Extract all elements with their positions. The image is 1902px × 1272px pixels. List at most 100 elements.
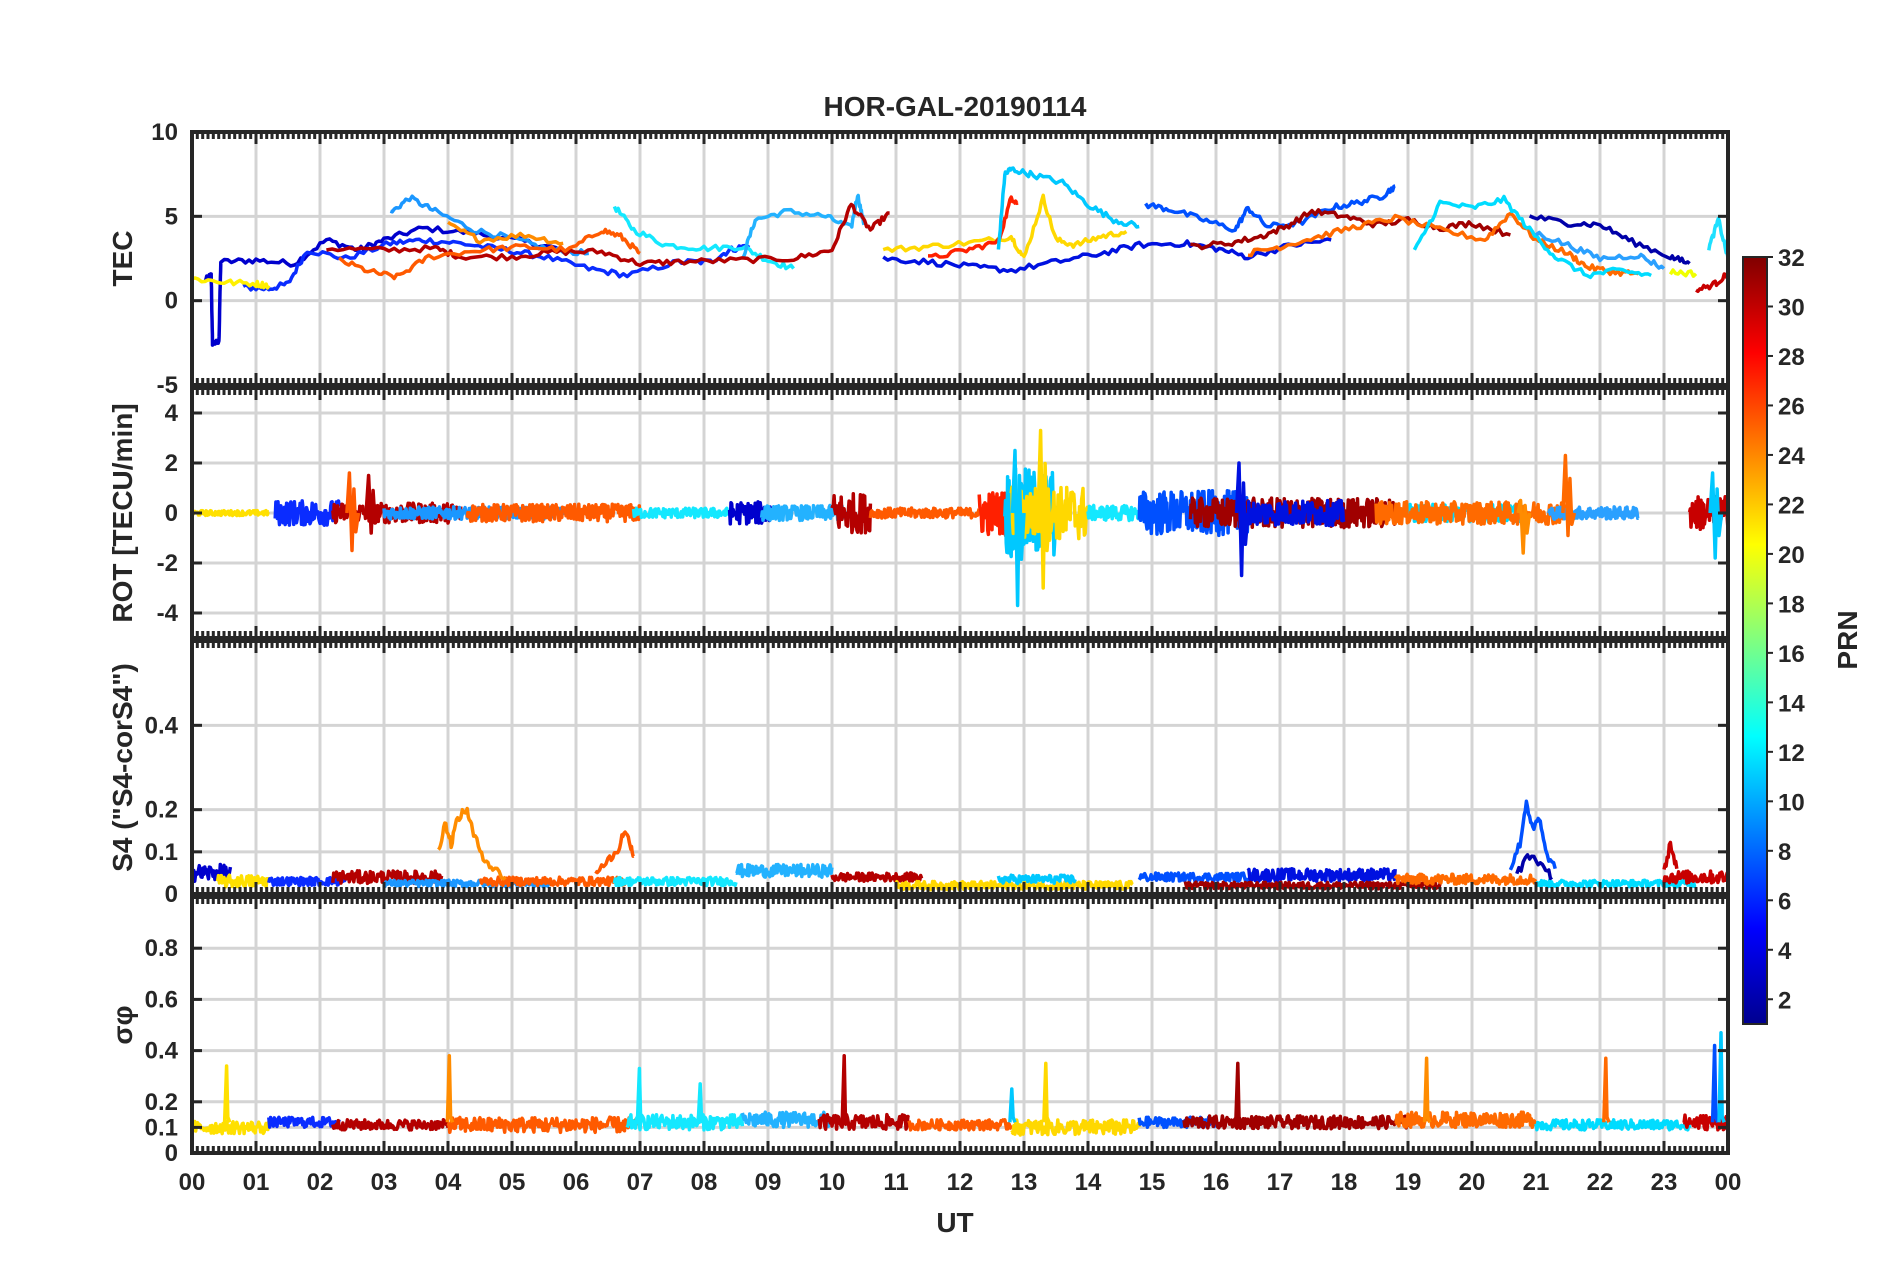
panel-s4-x-ticks bbox=[190, 641, 1730, 894]
panel-rot: -4 -2 0 2 4 ROT [TECU/min] bbox=[107, 386, 1730, 640]
colorbar-tick-label: 14 bbox=[1778, 690, 1805, 717]
panel-sigma_phi-x-ticks bbox=[190, 897, 1730, 1153]
panel-tec-y-label: TEC bbox=[107, 231, 138, 287]
rot-spike bbox=[1010, 448, 1026, 608]
x-tick-label: 10 bbox=[819, 1169, 846, 1196]
x-tick-label: 22 bbox=[1587, 1169, 1614, 1196]
colorbar-tick-label: 10 bbox=[1778, 789, 1805, 816]
rot-spike bbox=[1561, 453, 1577, 538]
panel-sigma_phi-axes: 00.10.2 0.4 0.6 0.8 σφ bbox=[107, 895, 1730, 1167]
x-tick-label: 23 bbox=[1651, 1169, 1678, 1196]
sigma-phi-spike bbox=[222, 1064, 232, 1123]
y-tick-label: 0.6 bbox=[145, 986, 178, 1013]
rot-series-prn-25 bbox=[868, 506, 981, 520]
y-tick-label: 0.1 bbox=[145, 839, 178, 866]
sigma-phi-spike bbox=[1008, 1087, 1017, 1123]
y-tick-label: -2 bbox=[157, 550, 178, 577]
tec-series-prn-23 bbox=[447, 220, 564, 246]
panel-s4-y-label: S4 ("S4-corS4") bbox=[107, 663, 138, 872]
tec-series-prn-13 bbox=[1707, 216, 1728, 259]
rot-spike bbox=[345, 471, 361, 553]
rot-series-prn-9 bbox=[759, 503, 847, 523]
x-tick-label: 17 bbox=[1267, 1169, 1294, 1196]
x-axis-label: UT bbox=[936, 1207, 973, 1238]
tec-series-prn-20 bbox=[192, 276, 271, 290]
colorbar-tick-label: 6 bbox=[1778, 888, 1791, 915]
x-tick-label: 13 bbox=[1011, 1169, 1038, 1196]
x-tick-label: 19 bbox=[1395, 1169, 1422, 1196]
tec-series-prn-2 bbox=[1528, 214, 1691, 265]
y-tick-label: 0.1 bbox=[145, 1114, 178, 1141]
tec-series-prn-9 bbox=[1534, 230, 1666, 270]
panel-rot-y-label: ROT [TECU/min] bbox=[107, 403, 138, 622]
rot-spike bbox=[1708, 471, 1724, 560]
sigma_phi-series bbox=[817, 1112, 911, 1131]
tec-series-prn-24 bbox=[1247, 211, 1639, 277]
colorbar-tick-label: 32 bbox=[1778, 245, 1805, 272]
rot-spike bbox=[1234, 461, 1250, 578]
rot-spike bbox=[1036, 428, 1052, 590]
x-tick-label: 00 bbox=[179, 1169, 206, 1196]
colorbar-tick-label: 18 bbox=[1778, 591, 1805, 618]
tec-series-prn-9 bbox=[741, 193, 866, 259]
panel-rot-data bbox=[192, 428, 1728, 608]
tec-series-prn-12 bbox=[1412, 194, 1652, 280]
y-tick-label: 5 bbox=[165, 203, 178, 230]
panel-sigma_phi-y-label: σφ bbox=[107, 1005, 138, 1044]
rot-series-prn-20 bbox=[192, 508, 270, 518]
tec-series-prn-25 bbox=[338, 227, 641, 281]
y-tick-label: 10 bbox=[151, 119, 178, 146]
s4-enhancement bbox=[1508, 799, 1557, 871]
sigma-phi-spike bbox=[1602, 1056, 1611, 1123]
sigma-phi-spike bbox=[1717, 1030, 1726, 1123]
rot-spike bbox=[1516, 498, 1532, 555]
x-tick-label: 01 bbox=[243, 1169, 270, 1196]
rot-series-prn-13 bbox=[631, 506, 731, 520]
colorbar-tick-label: 16 bbox=[1778, 641, 1805, 668]
y-tick-label: 0.2 bbox=[145, 797, 178, 824]
rot-series-prn-5 bbox=[273, 499, 341, 527]
tec-series-prn-29 bbox=[1695, 272, 1728, 294]
y-tick-label: 0.4 bbox=[145, 712, 179, 739]
x-tick-label: 18 bbox=[1331, 1169, 1358, 1196]
s4-series bbox=[1393, 872, 1538, 887]
y-tick-label: 0.8 bbox=[145, 935, 178, 962]
sigma_phi-series bbox=[740, 1110, 834, 1130]
sigma_phi-series bbox=[625, 1113, 745, 1132]
colorbar-tick-label: 8 bbox=[1778, 839, 1791, 866]
s4-series bbox=[331, 869, 444, 886]
rot-series-prn-4 bbox=[1246, 498, 1346, 528]
colorbar-tick-label: 2 bbox=[1778, 987, 1791, 1014]
tec-series-prn-30 bbox=[326, 202, 890, 268]
y-tick-label: 4 bbox=[165, 400, 179, 427]
panel-s4-axes: 0 0.1 0.2 0.4 S4 ("S4-corS4") bbox=[107, 639, 1730, 908]
rot-series-prn-25 bbox=[465, 502, 642, 524]
x-tick-label: 00 bbox=[1715, 1169, 1742, 1196]
s4-enhancement bbox=[437, 806, 507, 881]
colorbar-tick-label: 26 bbox=[1778, 393, 1805, 420]
x-tick-label: 14 bbox=[1075, 1169, 1102, 1196]
colorbar-tick-label: 22 bbox=[1778, 492, 1805, 519]
y-tick-label: -4 bbox=[157, 600, 179, 627]
x-tick-label: 04 bbox=[435, 1169, 462, 1196]
sigma_phi-series bbox=[907, 1118, 1013, 1132]
panel-tec-data bbox=[192, 166, 1728, 347]
colorbar-label: PRN bbox=[1832, 610, 1863, 669]
s4-series bbox=[996, 873, 1077, 886]
colorbar-tick-label: 28 bbox=[1778, 344, 1805, 371]
tec-series-prn-31 bbox=[1190, 208, 1511, 251]
tec-series-prn-4 bbox=[882, 237, 1332, 274]
panel-sigma_phi-data bbox=[192, 1030, 1728, 1137]
rot-spike bbox=[364, 473, 380, 535]
x-tick-label: 12 bbox=[947, 1169, 974, 1196]
s4-series bbox=[830, 871, 924, 884]
colorbar-tick-label: 24 bbox=[1778, 443, 1805, 470]
sigma-phi-spike bbox=[840, 1053, 850, 1123]
s4-series bbox=[215, 873, 270, 889]
sigma-phi-spike bbox=[1422, 1056, 1432, 1123]
sigma-phi-spike bbox=[1710, 1043, 1720, 1123]
colorbar-tick-label: 30 bbox=[1778, 294, 1805, 321]
y-tick-label: 0.2 bbox=[145, 1089, 178, 1116]
rot-series-prn-13 bbox=[1086, 503, 1148, 523]
